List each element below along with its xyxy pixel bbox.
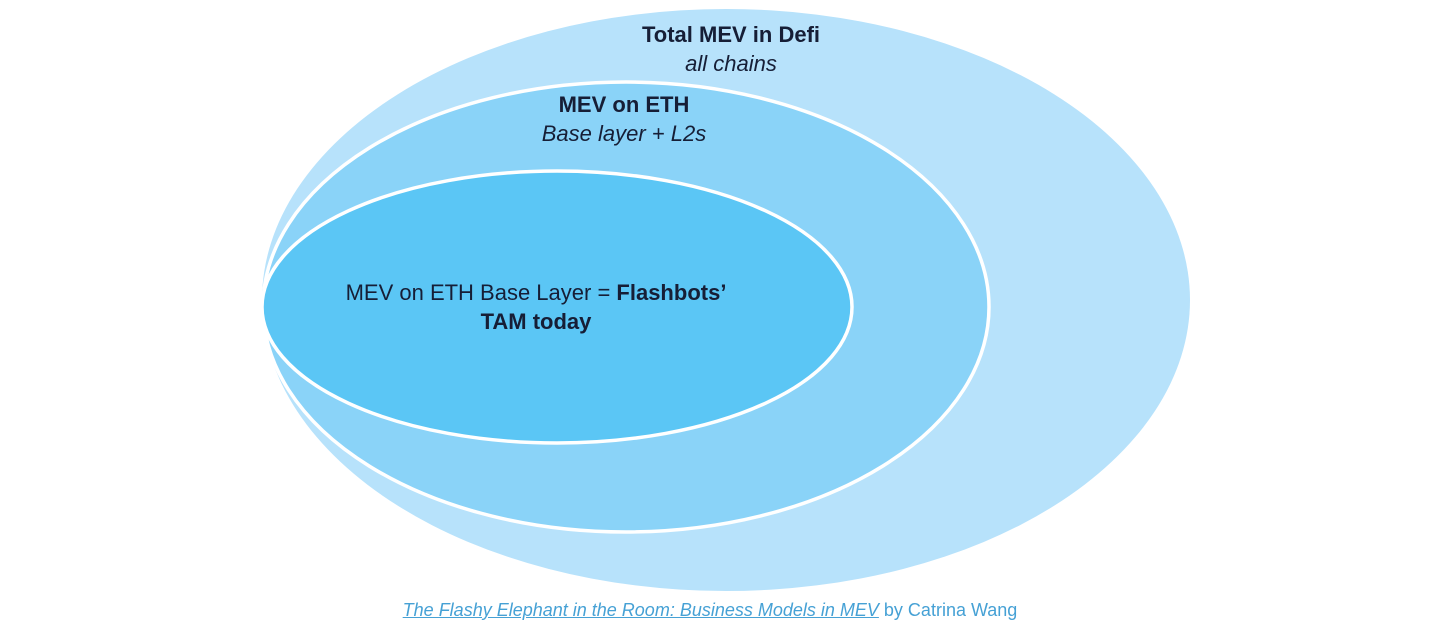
label-total-mev-defi: Total MEV in Defi all chains xyxy=(642,20,820,78)
citation-byline: by Catrina Wang xyxy=(883,600,1018,620)
label-total-mev-defi-subtitle: all chains xyxy=(685,51,777,76)
label-flashbots-tam-line2: TAM today xyxy=(480,309,592,334)
label-flashbots-tam: MEV on ETH Base Layer = Flashbots’ TAM t… xyxy=(346,278,727,336)
label-flashbots-tam-regular: MEV on ETH Base Layer = xyxy=(345,280,617,305)
label-total-mev-defi-title: Total MEV in Defi xyxy=(641,22,821,47)
label-flashbots-tam-bold: Flashbots’ xyxy=(616,280,727,305)
ellipse-mev-on-eth-base-layer xyxy=(260,169,854,445)
citation: The Flashy Elephant in the Room: Busines… xyxy=(403,598,1018,622)
label-mev-on-eth-title: MEV on ETH xyxy=(558,92,690,117)
label-mev-on-eth-subtitle: Base layer + L2s xyxy=(541,121,707,146)
label-mev-on-eth: MEV on ETH Base layer + L2s xyxy=(542,90,706,148)
citation-link[interactable]: The Flashy Elephant in the Room: Busines… xyxy=(402,600,879,620)
label-flashbots-tam-line1: MEV on ETH Base Layer = Flashbots’ xyxy=(346,278,727,307)
